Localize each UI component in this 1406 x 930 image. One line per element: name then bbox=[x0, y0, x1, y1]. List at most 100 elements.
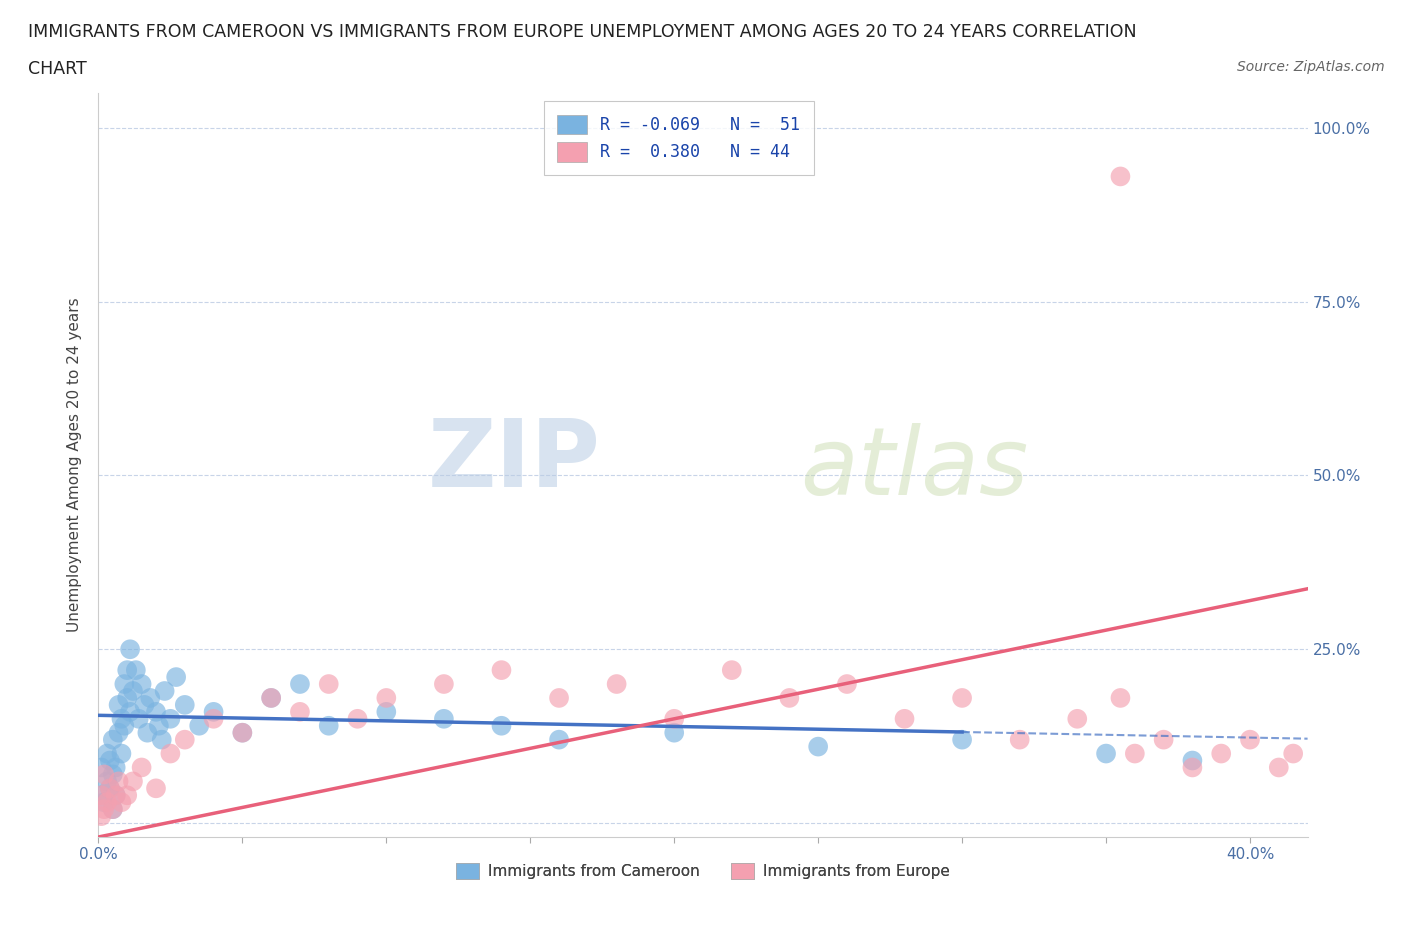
Point bbox=[346, 711, 368, 726]
Point bbox=[115, 663, 138, 678]
Point bbox=[491, 718, 513, 733]
Point bbox=[139, 690, 162, 705]
Point bbox=[110, 746, 132, 761]
Point bbox=[122, 684, 145, 698]
Point bbox=[1095, 746, 1118, 761]
Point bbox=[150, 732, 173, 747]
Point bbox=[778, 690, 800, 705]
Point bbox=[101, 767, 124, 782]
Point bbox=[1239, 732, 1261, 747]
Point bbox=[122, 774, 145, 789]
Point bbox=[202, 711, 225, 726]
Point bbox=[1153, 732, 1175, 747]
Point bbox=[153, 684, 176, 698]
Point bbox=[145, 781, 167, 796]
Point bbox=[90, 760, 112, 775]
Point bbox=[807, 739, 830, 754]
Point bbox=[950, 690, 973, 705]
Point bbox=[110, 795, 132, 810]
Point bbox=[90, 809, 112, 824]
Point bbox=[110, 711, 132, 726]
Point bbox=[96, 746, 118, 761]
Point bbox=[107, 725, 129, 740]
Legend: Immigrants from Cameroon, Immigrants from Europe: Immigrants from Cameroon, Immigrants fro… bbox=[450, 857, 956, 885]
Point bbox=[96, 795, 118, 810]
Point bbox=[93, 767, 115, 782]
Point bbox=[606, 677, 628, 692]
Point bbox=[112, 718, 135, 733]
Point bbox=[104, 788, 127, 803]
Point bbox=[1008, 732, 1031, 747]
Point bbox=[107, 774, 129, 789]
Point bbox=[90, 788, 112, 803]
Point bbox=[720, 663, 742, 678]
Point bbox=[375, 704, 398, 719]
Point bbox=[131, 760, 153, 775]
Text: IMMIGRANTS FROM CAMEROON VS IMMIGRANTS FROM EUROPE UNEMPLOYMENT AMONG AGES 20 TO: IMMIGRANTS FROM CAMEROON VS IMMIGRANTS F… bbox=[28, 23, 1136, 41]
Point bbox=[173, 698, 195, 712]
Point bbox=[93, 802, 115, 817]
Point bbox=[202, 704, 225, 719]
Point bbox=[231, 725, 253, 740]
Point bbox=[1181, 753, 1204, 768]
Point bbox=[125, 663, 148, 678]
Point bbox=[1282, 746, 1305, 761]
Point bbox=[120, 704, 142, 719]
Point bbox=[1268, 760, 1291, 775]
Point bbox=[1181, 760, 1204, 775]
Point bbox=[1066, 711, 1088, 726]
Point bbox=[98, 753, 121, 768]
Point bbox=[98, 781, 121, 796]
Text: CHART: CHART bbox=[28, 60, 87, 78]
Point bbox=[120, 642, 142, 657]
Point bbox=[260, 690, 283, 705]
Point bbox=[664, 725, 686, 740]
Point bbox=[548, 690, 571, 705]
Point bbox=[136, 725, 159, 740]
Point bbox=[893, 711, 915, 726]
Point bbox=[134, 698, 156, 712]
Point bbox=[101, 732, 124, 747]
Point bbox=[115, 690, 138, 705]
Point bbox=[90, 788, 112, 803]
Point bbox=[107, 698, 129, 712]
Point bbox=[664, 711, 686, 726]
Point bbox=[491, 663, 513, 678]
Point bbox=[1109, 169, 1132, 184]
Point bbox=[548, 732, 571, 747]
Point bbox=[950, 732, 973, 747]
Point bbox=[96, 774, 118, 789]
Point bbox=[433, 677, 456, 692]
Point bbox=[104, 788, 127, 803]
Point bbox=[128, 711, 150, 726]
Point bbox=[145, 704, 167, 719]
Point bbox=[288, 704, 311, 719]
Point bbox=[173, 732, 195, 747]
Point bbox=[318, 677, 340, 692]
Point bbox=[1123, 746, 1146, 761]
Point bbox=[148, 718, 170, 733]
Point bbox=[1109, 690, 1132, 705]
Point bbox=[318, 718, 340, 733]
Point bbox=[835, 677, 858, 692]
Point bbox=[433, 711, 456, 726]
Point bbox=[131, 677, 153, 692]
Text: Source: ZipAtlas.com: Source: ZipAtlas.com bbox=[1237, 60, 1385, 74]
Text: atlas: atlas bbox=[800, 423, 1028, 514]
Point bbox=[1211, 746, 1233, 761]
Point bbox=[159, 746, 181, 761]
Point bbox=[101, 802, 124, 817]
Point bbox=[93, 795, 115, 810]
Text: ZIP: ZIP bbox=[427, 416, 600, 507]
Point bbox=[231, 725, 253, 740]
Point bbox=[375, 690, 398, 705]
Point bbox=[165, 670, 187, 684]
Y-axis label: Unemployment Among Ages 20 to 24 years: Unemployment Among Ages 20 to 24 years bbox=[66, 298, 82, 632]
Point bbox=[98, 781, 121, 796]
Point bbox=[115, 788, 138, 803]
Point bbox=[260, 690, 283, 705]
Point bbox=[288, 677, 311, 692]
Point bbox=[104, 760, 127, 775]
Point bbox=[112, 677, 135, 692]
Point bbox=[188, 718, 211, 733]
